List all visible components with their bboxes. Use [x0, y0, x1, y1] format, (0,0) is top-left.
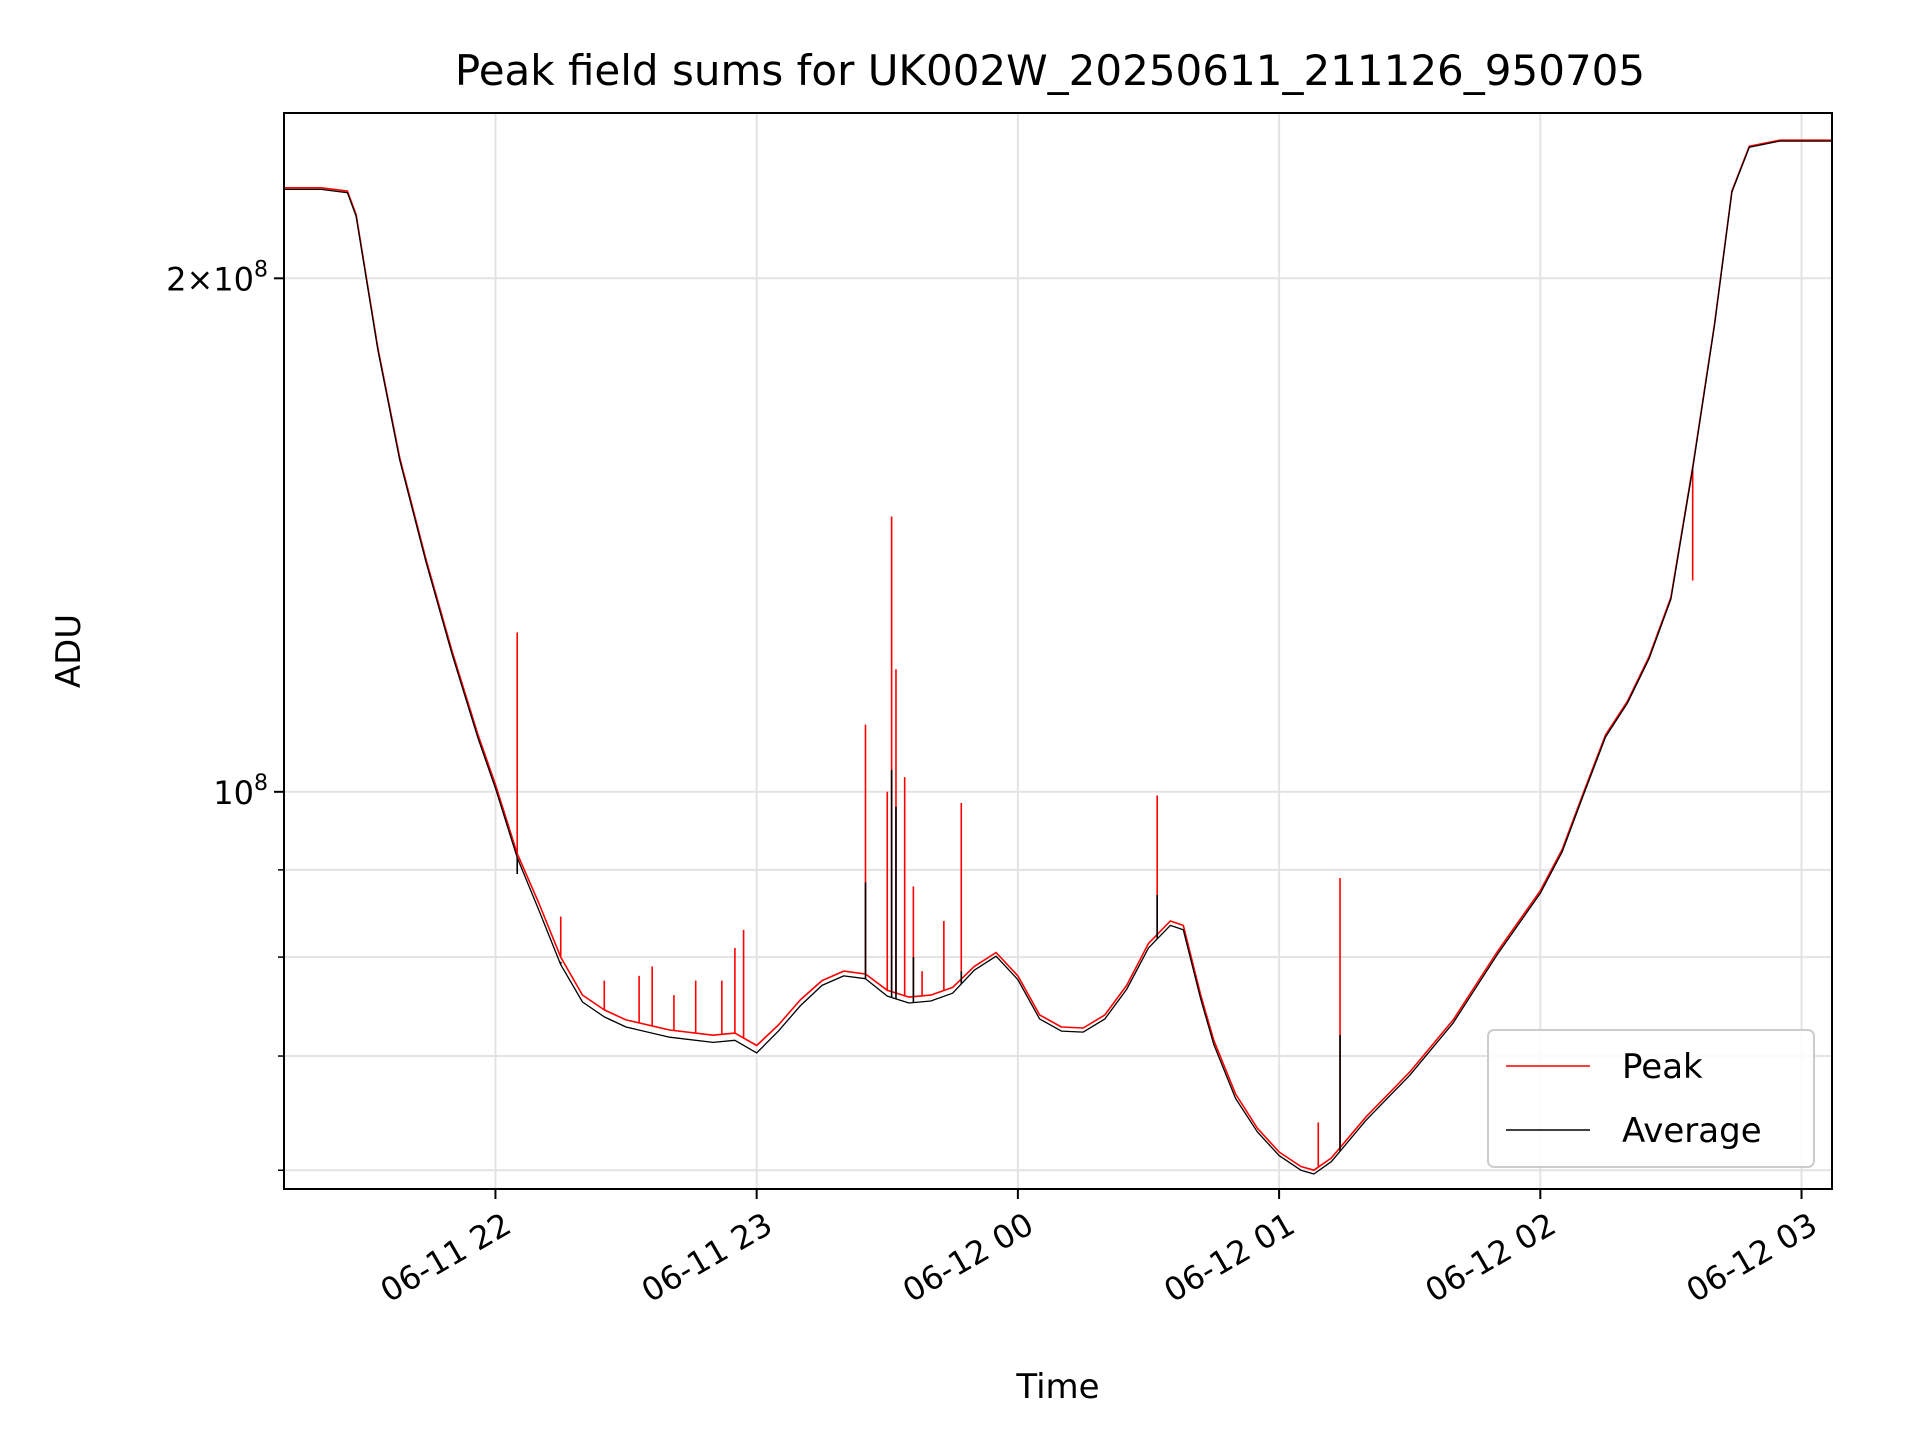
x-tick-label: 06-11 22	[374, 1205, 518, 1310]
series-average-line	[284, 140, 1832, 1175]
x-tick-label: 06-12 01	[1157, 1205, 1301, 1310]
legend: Peak Average	[1487, 1029, 1815, 1168]
x-tick-label: 06-12 02	[1419, 1205, 1563, 1310]
legend-peak-label: Peak	[1622, 1047, 1703, 1087]
plot-frame	[283, 112, 1833, 1190]
y-tick-mantissa: 2	[166, 260, 186, 298]
grid	[284, 113, 1832, 1189]
y-tick-label: 108	[213, 771, 268, 812]
y-tick-exponent: 8	[254, 257, 268, 282]
series-layer	[284, 139, 1832, 1175]
y-axis-label: ADU	[49, 614, 89, 688]
x-axis-ticks: 06-11 22 06-11 23 06-12 00 06-12 01 06-12 02…	[374, 1189, 1824, 1310]
y-tick-exponent: 8	[254, 771, 268, 796]
x-axis-label: Time	[1015, 1367, 1099, 1407]
series-peak	[284, 139, 1832, 1171]
chart-title: Peak field sums for UK002W_20250611_2111…	[455, 46, 1645, 95]
x-tick-label: 06-11 23	[635, 1205, 779, 1310]
legend-average-label: Average	[1622, 1111, 1762, 1151]
y-tick-times: ×	[186, 260, 213, 298]
series-peak-line	[284, 139, 1832, 1171]
y-tick-label: 2×108	[166, 257, 268, 298]
y-tick-base: 10	[213, 260, 254, 298]
x-tick-label: 06-12 00	[896, 1205, 1040, 1310]
x-tick-label: 06-12 03	[1680, 1205, 1824, 1310]
legend-box	[1487, 1029, 1815, 1168]
y-tick-base: 10	[213, 774, 254, 812]
series-average	[284, 140, 1832, 1175]
